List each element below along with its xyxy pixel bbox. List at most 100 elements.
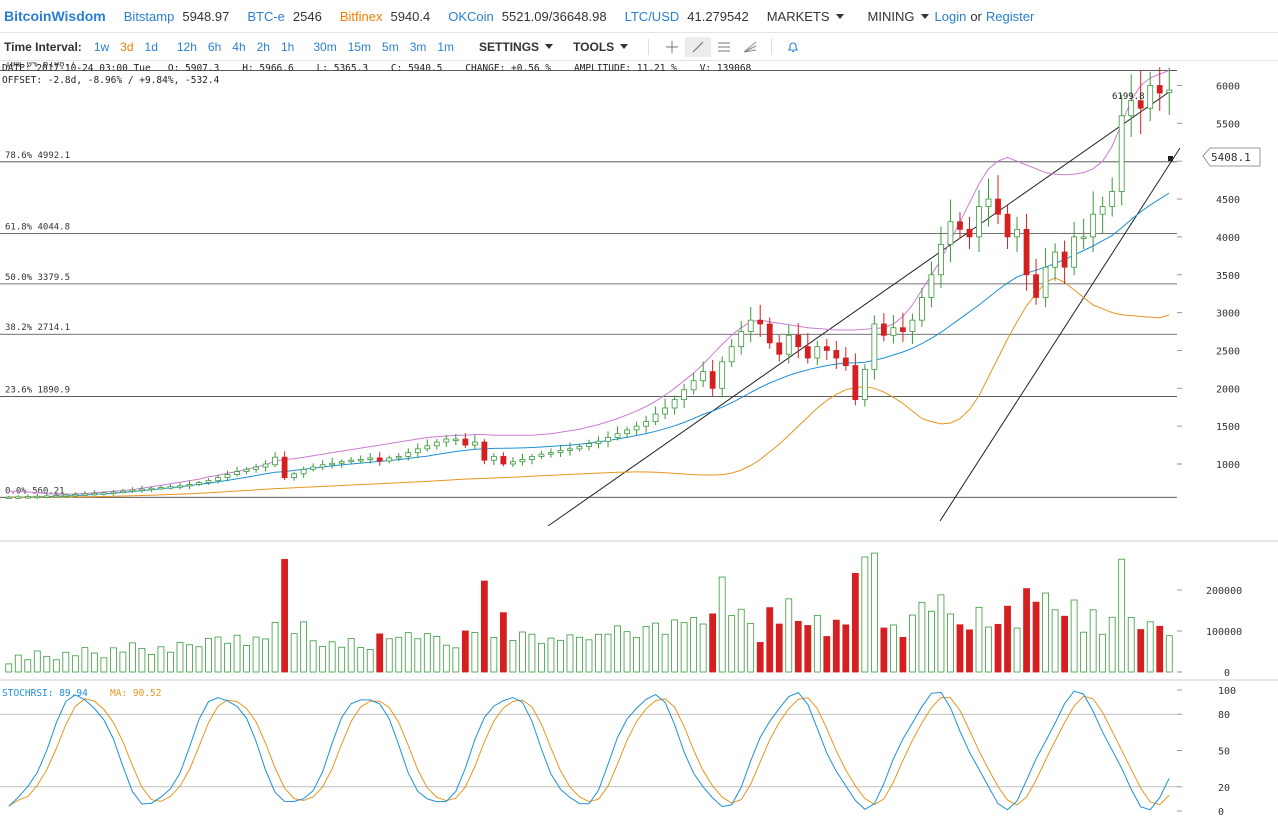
- volume-bar: [471, 632, 479, 673]
- candle-up: [262, 463, 269, 468]
- exchange-bitfinex[interactable]: Bitfinex 5940.4: [340, 9, 430, 24]
- interval-15m[interactable]: 15m: [347, 39, 372, 54]
- exchange-name[interactable]: OKCoin: [448, 8, 494, 24]
- settings-menu[interactable]: SETTINGS: [479, 39, 554, 54]
- candle-down: [757, 319, 764, 325]
- volume-bar: [1051, 609, 1059, 673]
- interval-1w[interactable]: 1w: [93, 39, 110, 54]
- interval-1m[interactable]: 1m: [437, 39, 455, 54]
- volume-bar: [167, 651, 174, 673]
- price-tick-label: 3000: [1216, 309, 1240, 320]
- brand-logo[interactable]: BitcoinWisdom: [4, 8, 106, 24]
- interval-6h[interactable]: 6h: [207, 39, 222, 54]
- exchange-btce[interactable]: BTC-e 2546: [247, 9, 321, 24]
- exchange-name[interactable]: LTC/USD: [624, 8, 680, 24]
- volume-bar: [43, 655, 51, 673]
- candle-up: [519, 459, 526, 463]
- volume-bar: [1023, 588, 1030, 673]
- volume-bar: [148, 653, 155, 673]
- interval-3d[interactable]: 3d: [120, 39, 134, 54]
- interval-12h[interactable]: 12h: [176, 39, 197, 54]
- candle-down: [376, 457, 383, 462]
- candle-up: [300, 468, 307, 475]
- exchange-name[interactable]: BTC-e: [247, 8, 285, 24]
- fib-label: 50.0% 3379.5: [5, 273, 70, 283]
- volume-bar: [652, 622, 659, 673]
- tools-menu[interactable]: TOOLS: [573, 40, 629, 54]
- ohlc-info-line: DATE: 2017-10-24 03:00 Tue O: 5907.3 H: …: [2, 63, 752, 74]
- candle-up: [681, 389, 688, 401]
- volume-bar: [737, 608, 745, 673]
- mining-label: MINING: [867, 8, 915, 24]
- volume-bar: [214, 636, 222, 673]
- candle-up: [1071, 236, 1078, 268]
- price-tick-label: 4500: [1216, 195, 1240, 206]
- volume-bar: [357, 647, 365, 673]
- mining-menu[interactable]: MINING: [868, 9, 929, 24]
- interval-1h[interactable]: 1h: [280, 39, 295, 54]
- volume-bar: [404, 632, 412, 673]
- exchange-okcoin[interactable]: OKCoin 5521.09/36648.98: [448, 9, 606, 24]
- fib-lines-icon[interactable]: [711, 37, 737, 57]
- exchange-ltcusd[interactable]: LTC/USD 41.279542: [625, 9, 749, 24]
- candle-up: [1099, 206, 1106, 215]
- stoch-tick-label: 20: [1218, 783, 1230, 794]
- volume-bar: [985, 626, 992, 673]
- candle-up: [538, 453, 545, 457]
- volume-bar: [1013, 627, 1021, 673]
- interval-3m[interactable]: 3m: [409, 39, 427, 54]
- candle-down: [500, 456, 507, 465]
- stochrsi-line: [8, 690, 1170, 811]
- candle-up: [1166, 89, 1173, 93]
- interval-30m[interactable]: 30m: [313, 39, 337, 54]
- markets-menu[interactable]: MARKETS: [767, 9, 844, 24]
- interval-5m[interactable]: 5m: [382, 39, 399, 54]
- fan-icon[interactable]: [737, 37, 763, 57]
- volume-bar: [1070, 599, 1078, 673]
- markets-label: MARKETS: [766, 8, 830, 24]
- exchange-bitstamp[interactable]: Bitstamp 5948.97: [124, 9, 230, 24]
- candle-up: [567, 448, 573, 451]
- candle-down: [1033, 274, 1039, 298]
- candle-up: [148, 487, 155, 491]
- stochrsi-label: STOCHRSI: 89.94: [2, 688, 88, 699]
- candle-down: [804, 346, 811, 359]
- candle-up: [624, 429, 630, 435]
- interval-1d[interactable]: 1d: [144, 39, 158, 54]
- volume-bar: [557, 639, 564, 673]
- candle-up: [909, 319, 916, 332]
- trend-lines: [547, 89, 1181, 527]
- candle-down: [995, 198, 1001, 215]
- volume-bar: [947, 613, 954, 673]
- candle-down: [776, 342, 783, 355]
- login-link[interactable]: Login: [934, 8, 967, 24]
- volume-bar: [480, 580, 488, 673]
- candle-up: [243, 468, 250, 472]
- volume-bar: [490, 637, 498, 673]
- candle-up: [1052, 251, 1058, 268]
- register-link[interactable]: Register: [985, 8, 1035, 24]
- volume-bars: [5, 552, 1173, 673]
- crosshair-icon[interactable]: [659, 37, 685, 57]
- price-chart[interactable]: 100.0% 6198.7 78.6% 4992.1 61.8% 4044.8 50.…: [0, 62, 1278, 822]
- interval-4h[interactable]: 4h: [232, 39, 246, 54]
- volume-bar: [861, 556, 869, 673]
- exchange-name[interactable]: Bitstamp: [123, 8, 175, 24]
- bell-icon[interactable]: [780, 37, 806, 57]
- stoch-tick-label: 0: [1218, 807, 1224, 818]
- volume-bar: [62, 651, 70, 673]
- volume-bar: [842, 624, 850, 673]
- interval-2h[interactable]: 2h: [256, 39, 270, 54]
- candle-up: [5, 496, 12, 499]
- line-draw-icon[interactable]: [685, 36, 712, 57]
- volume-bar: [442, 644, 450, 673]
- volume-bar: [633, 637, 640, 673]
- settings-label: SETTINGS: [479, 39, 540, 54]
- volume-bar: [281, 559, 289, 673]
- candle-down: [880, 323, 887, 336]
- volume-bar: [499, 612, 507, 673]
- exchange-name[interactable]: Bitfinex: [339, 8, 383, 24]
- candle-up: [110, 491, 117, 494]
- ma-line-blue: [8, 192, 1170, 498]
- price-tick-label: 2500: [1216, 346, 1240, 357]
